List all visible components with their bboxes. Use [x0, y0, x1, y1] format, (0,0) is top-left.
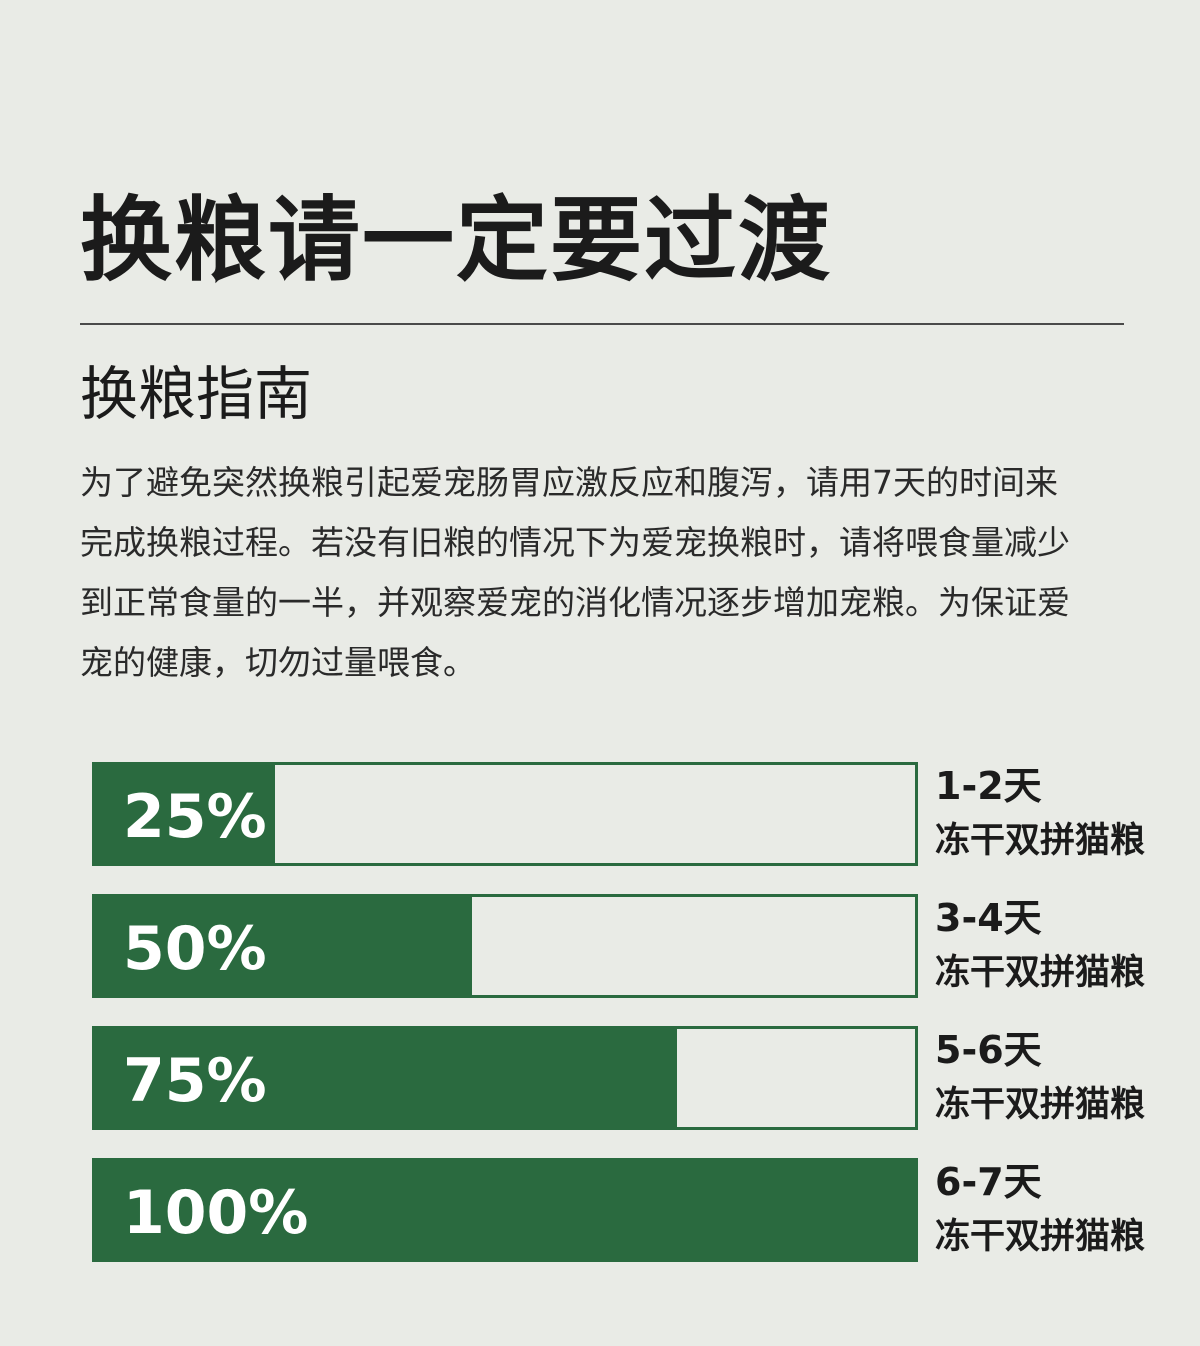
page-title: 换粮请一定要过渡 [80, 187, 833, 294]
progress-bar-track: 100% [92, 1158, 918, 1262]
days-label: 5-6天 [935, 1028, 1042, 1072]
days-label: 1-2天 [935, 764, 1042, 808]
title-divider [80, 323, 1124, 325]
food-label: 冻干双拼猫粮 [935, 1217, 1146, 1257]
section-subtitle: 换粮指南 [80, 360, 313, 428]
stage-row-2: 50% 3-4天 冻干双拼猫粮 [92, 894, 1192, 998]
progress-bar-track: 75% [92, 1026, 918, 1130]
guide-description: 为了避免突然换粮引起爱宠肠胃应激反应和腹泻，请用7天的时间来完成换粮过程。若没有… [80, 463, 1070, 682]
stage-row-4: 100% 6-7天 冻干双拼猫粮 [92, 1158, 1192, 1262]
percent-label: 100% [123, 1178, 309, 1248]
food-label: 冻干双拼猫粮 [935, 821, 1146, 861]
food-label: 冻干双拼猫粮 [935, 1085, 1146, 1125]
percent-label: 75% [123, 1046, 267, 1116]
progress-bar-fill [95, 1161, 915, 1259]
stage-row-3: 75% 5-6天 冻干双拼猫粮 [92, 1026, 1192, 1130]
stage-row-1: 25% 1-2天 冻干双拼猫粮 [92, 762, 1192, 866]
days-label: 6-7天 [935, 1160, 1042, 1204]
progress-bar-track: 50% [92, 894, 918, 998]
progress-bar-fill [95, 1029, 678, 1127]
progress-bar-fill [95, 897, 473, 995]
percent-label: 50% [123, 914, 267, 984]
progress-bar-track: 25% [92, 762, 918, 866]
percent-label: 25% [123, 782, 267, 852]
progress-bar-fill [95, 765, 276, 863]
food-label: 冻干双拼猫粮 [935, 953, 1146, 993]
days-label: 3-4天 [935, 896, 1042, 940]
